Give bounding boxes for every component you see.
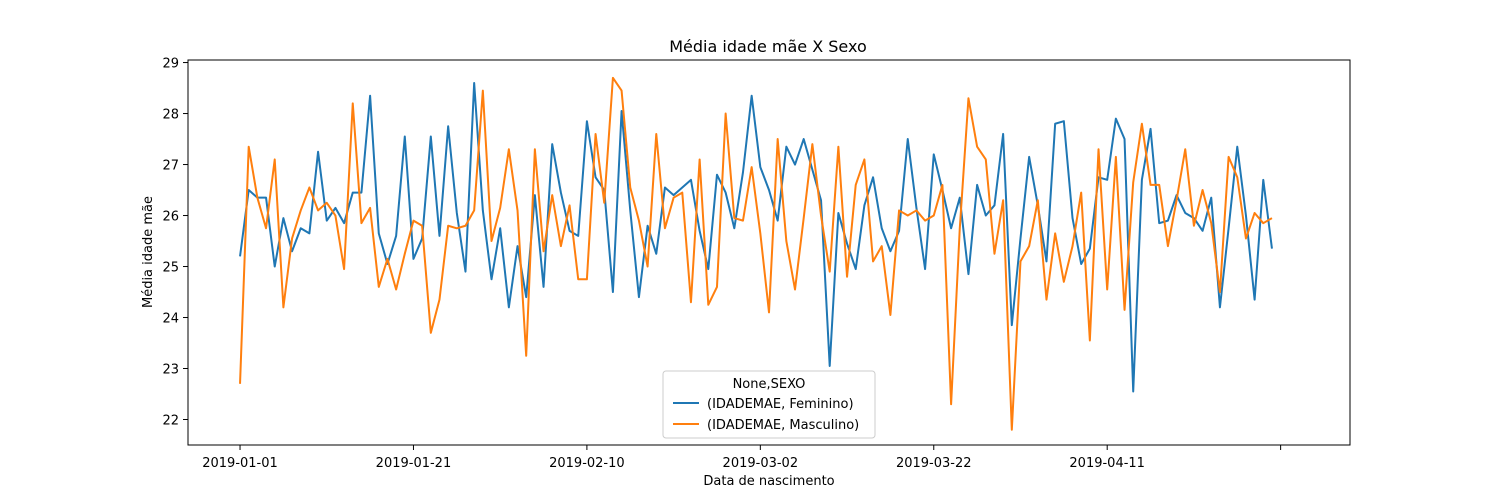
chart-title: Média idade mãe X Sexo	[669, 37, 866, 56]
legend-label-masculino: (IDADEMAE, Masculino)	[707, 418, 859, 433]
y-tick-label: 26	[162, 210, 179, 225]
x-tick-label: 2019-03-22	[896, 456, 972, 471]
x-axis: 2019-01-01 2019-01-21 2019-02-10 2019-03-02…	[202, 445, 1282, 471]
plot-frame	[187, 59, 1351, 446]
x-tick-label: 2019-02-10	[549, 456, 625, 471]
legend: None,SEXO (IDADEMAE, Feminino) (IDADEMAE…	[662, 370, 876, 439]
legend-title: None,SEXO	[733, 377, 806, 392]
series-line-1	[239, 76, 1273, 431]
y-axis: 22 23 24 25 26 27 28 29	[162, 57, 188, 429]
y-tick-label: 28	[162, 108, 179, 123]
y-tick-label: 25	[162, 261, 179, 276]
series-layer	[239, 76, 1273, 431]
y-tick-label: 27	[162, 159, 179, 174]
y-tick-label: 24	[162, 312, 179, 327]
x-axis-label: Data de nascimento	[703, 474, 834, 489]
y-tick-label: 29	[162, 57, 179, 72]
x-tick-label: 2019-01-21	[376, 456, 452, 471]
legend-label-feminino: (IDADEMAE, Feminino)	[707, 397, 854, 412]
x-tick-label: 2019-03-02	[723, 456, 799, 471]
x-tick-label: 2019-01-01	[202, 456, 278, 471]
y-axis-label: Média idade mãe	[141, 196, 156, 308]
y-tick-label: 23	[162, 363, 179, 378]
x-tick-label: 2019-04-11	[1069, 456, 1145, 471]
legend-box	[662, 370, 876, 439]
y-tick-label: 22	[162, 414, 179, 429]
